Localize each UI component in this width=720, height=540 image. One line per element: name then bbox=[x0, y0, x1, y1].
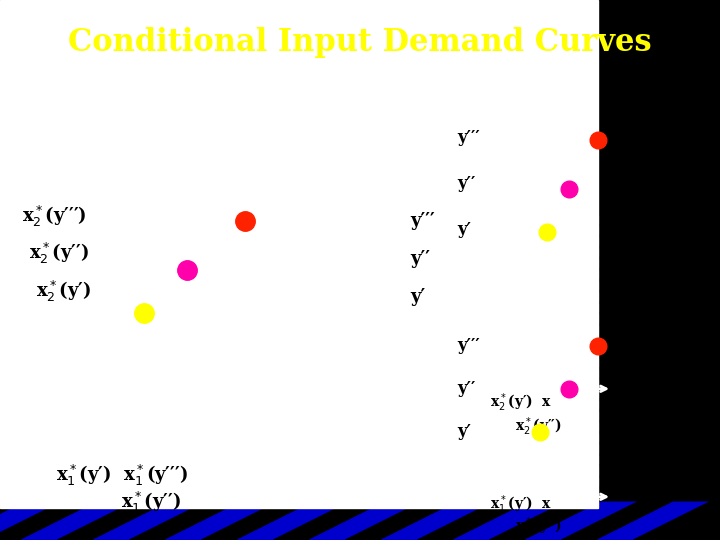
Polygon shape bbox=[238, 502, 349, 540]
Text: y′′: y′′ bbox=[457, 380, 476, 397]
Text: x$_2^*$(y′′): x$_2^*$(y′′) bbox=[29, 241, 89, 266]
Text: x$_2^*$(y′′): x$_2^*$(y′′) bbox=[515, 415, 562, 438]
Polygon shape bbox=[94, 502, 205, 540]
Text: y′′: y′′ bbox=[457, 175, 476, 192]
Polygon shape bbox=[634, 502, 720, 540]
Text: x$_2^*$(y′): x$_2^*$(y′) bbox=[36, 279, 91, 304]
Polygon shape bbox=[454, 502, 565, 540]
Polygon shape bbox=[130, 502, 241, 540]
Polygon shape bbox=[562, 502, 673, 540]
Polygon shape bbox=[382, 502, 493, 540]
Polygon shape bbox=[202, 502, 313, 540]
Text: x$_2^*$(y′′′): x$_2^*$(y′′′) bbox=[22, 204, 86, 228]
Text: y′: y′ bbox=[457, 221, 471, 238]
Text: y′′′: y′′′ bbox=[457, 337, 480, 354]
Polygon shape bbox=[22, 502, 133, 540]
Polygon shape bbox=[598, 502, 709, 540]
Text: x$_1^*$(y′′): x$_1^*$(y′′) bbox=[515, 515, 562, 538]
Polygon shape bbox=[0, 502, 97, 540]
Text: y′′′: y′′′ bbox=[457, 129, 480, 146]
Text: y′: y′ bbox=[410, 288, 426, 306]
Polygon shape bbox=[0, 502, 61, 540]
Text: x$_1^*$(y′)  x: x$_1^*$(y′) x bbox=[490, 494, 552, 516]
Polygon shape bbox=[490, 502, 601, 540]
Polygon shape bbox=[166, 502, 277, 540]
Text: x$_1^*$(y′)  x$_1^*$(y′′′): x$_1^*$(y′) x$_1^*$(y′′′) bbox=[56, 463, 189, 488]
Text: y′: y′ bbox=[457, 423, 471, 441]
Text: y′′′: y′′′ bbox=[410, 212, 435, 231]
Polygon shape bbox=[526, 502, 637, 540]
Polygon shape bbox=[418, 502, 529, 540]
Polygon shape bbox=[346, 502, 457, 540]
Text: x$_1^*$(y′′): x$_1^*$(y′′) bbox=[121, 490, 181, 515]
Text: y′′: y′′ bbox=[410, 250, 431, 268]
Text: x$_2^*$(y′)  x: x$_2^*$(y′) x bbox=[490, 391, 552, 414]
Polygon shape bbox=[58, 502, 169, 540]
Polygon shape bbox=[274, 502, 385, 540]
Bar bbox=[0, 0, 598, 508]
Polygon shape bbox=[310, 502, 421, 540]
Text: Conditional Input Demand Curves: Conditional Input Demand Curves bbox=[68, 27, 652, 58]
